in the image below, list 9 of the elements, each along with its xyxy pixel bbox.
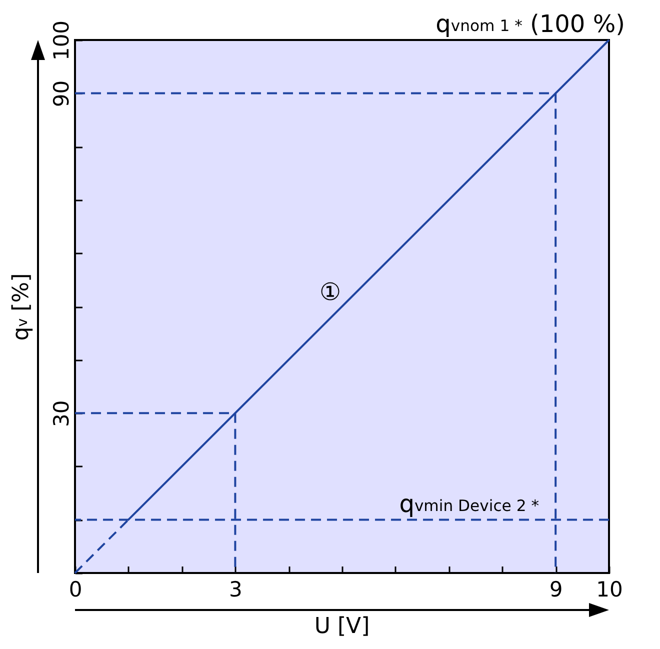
x-tick-label: 3	[229, 578, 242, 602]
y-tick-label: 100	[50, 20, 74, 61]
y-tick-label: 30	[50, 400, 74, 427]
x-tick-label: 9	[549, 578, 563, 602]
x-tick-label: 0	[68, 578, 82, 602]
y-tick-label: 90	[50, 80, 74, 108]
annotation: ①	[319, 278, 342, 306]
x-axis-title: U [V]	[314, 614, 370, 639]
x-tick-label: 10	[596, 578, 623, 602]
